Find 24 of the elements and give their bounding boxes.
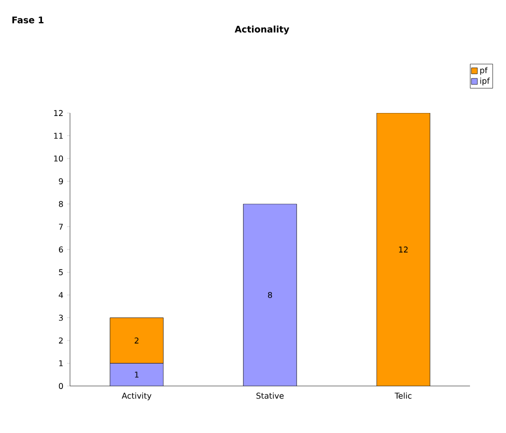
y-tick-label: 6 <box>58 246 63 253</box>
y-tick-label: 12 <box>54 110 63 116</box>
chart-title: Actionality <box>234 26 290 34</box>
y-tick-label: 0 <box>58 382 63 390</box>
legend-label: pf <box>480 67 488 75</box>
x-tick-label: Telic <box>394 392 412 399</box>
legend-label: ipf <box>480 78 490 86</box>
y-tick-label: 4 <box>58 292 64 298</box>
y-tick-label: 1 <box>59 360 63 366</box>
y-tick-label: 11 <box>54 132 63 139</box>
data-label: 12 <box>399 246 408 252</box>
data-label: 1 <box>135 372 138 378</box>
x-tick-label: Stative <box>256 392 284 399</box>
y-tick-label: 9 <box>58 178 63 184</box>
data-label: 2 <box>134 338 138 344</box>
y-tick-label: 8 <box>58 200 63 208</box>
y-tick-label: 10 <box>54 155 63 162</box>
y-tick-label: 7 <box>59 224 63 230</box>
x-tick-label: Activity <box>122 392 152 400</box>
y-tick-label: 5 <box>58 269 63 276</box>
y-tick-label: 3 <box>58 314 63 321</box>
text: Fase 1 <box>12 16 44 24</box>
data-label: 8 <box>268 292 272 298</box>
y-tick-label: 2 <box>58 338 63 344</box>
